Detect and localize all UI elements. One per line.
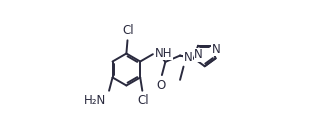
Text: N: N <box>194 48 203 61</box>
Text: NH: NH <box>155 47 172 60</box>
Text: Cl: Cl <box>123 24 134 37</box>
Text: N: N <box>212 43 221 56</box>
Text: O: O <box>156 79 165 92</box>
Text: H₂N: H₂N <box>84 94 107 107</box>
Text: Cl: Cl <box>137 94 149 107</box>
Text: N: N <box>184 51 192 64</box>
